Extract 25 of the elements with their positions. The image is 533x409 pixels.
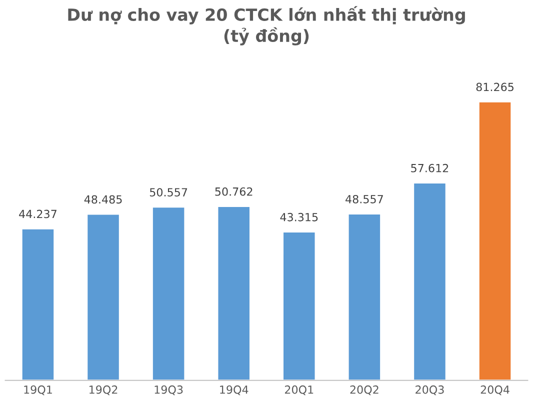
x-tick-label: 20Q3	[416, 385, 444, 396]
x-tick-label: 19Q1	[24, 385, 52, 396]
data-label: 48.485	[84, 195, 122, 204]
data-label: 57.612	[411, 164, 448, 172]
bar	[216, 206, 251, 380]
bar	[282, 231, 316, 380]
bar	[347, 213, 382, 380]
x-tick-label: 20Q1	[284, 385, 314, 396]
bar	[412, 182, 447, 380]
x-tick-label: 19Q4	[220, 385, 248, 396]
data-label: 50.557	[150, 188, 188, 196]
bar	[478, 100, 512, 380]
x-tick-label: 19Q2	[90, 385, 118, 396]
data-label: 81.265	[476, 82, 514, 92]
data-label: 43.315	[280, 212, 318, 222]
x-tick-label: 19Q3	[154, 385, 183, 396]
x-tick-label: 20Q2	[350, 385, 378, 396]
bar	[20, 228, 55, 380]
data-label: 44.237	[19, 210, 56, 218]
bar	[86, 213, 120, 380]
data-label: 48.557	[346, 194, 383, 204]
x-tick-label: 20Q4	[480, 385, 510, 396]
chart-title: Dư nợ cho vay 20 CTCK lớn nhất thị trường (tỷ đồng)	[68, 6, 465, 46]
bar	[152, 206, 186, 380]
data-label: 50.762	[215, 187, 252, 196]
